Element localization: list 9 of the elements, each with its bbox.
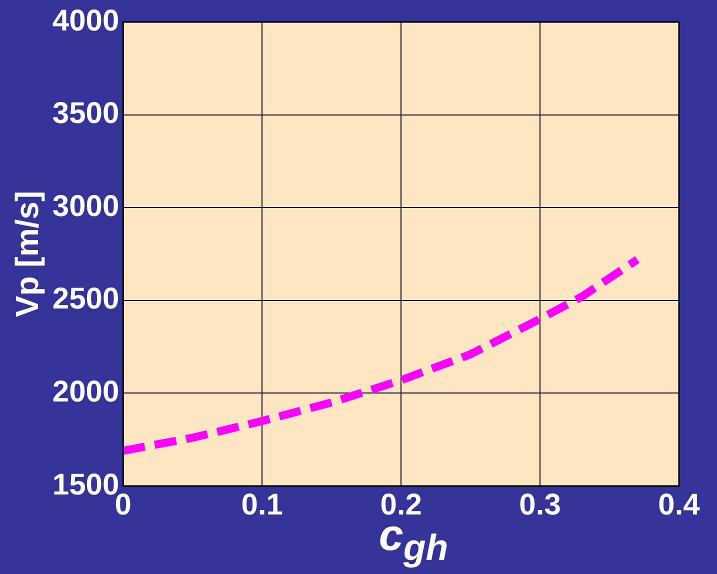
y-tick-label: 2000	[52, 375, 120, 408]
x-tick-label: 0.4	[658, 488, 700, 522]
x-tick-label: 0.1	[241, 488, 283, 522]
y-tick-label: 4000	[52, 4, 120, 38]
y-tick-label: 2500	[52, 282, 120, 316]
y-tick-label: 3000	[52, 190, 120, 223]
x-tick-label: 0.3	[519, 488, 561, 522]
y-axis-title: Vp [m/s]	[9, 190, 46, 318]
y-tick-label: 3500	[52, 97, 120, 130]
